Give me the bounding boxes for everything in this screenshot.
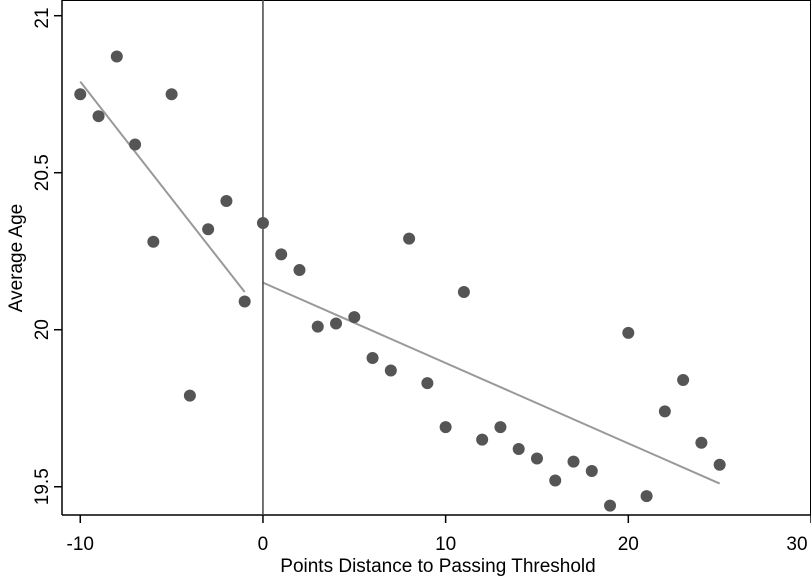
y-tick-label: 19.5	[32, 468, 53, 505]
data-point	[604, 499, 617, 512]
data-point	[129, 138, 142, 151]
fit-line-1	[79, 81, 246, 293]
data-point	[202, 223, 215, 236]
data-point	[275, 248, 288, 261]
data-point	[330, 317, 343, 330]
data-point	[256, 216, 269, 229]
data-point	[147, 235, 160, 248]
data-point	[293, 264, 306, 277]
data-point	[403, 232, 416, 245]
data-point	[165, 88, 178, 101]
data-point	[220, 194, 233, 207]
x-tick-label: 10	[435, 534, 456, 555]
data-point	[658, 405, 671, 418]
data-point	[567, 455, 580, 468]
data-point	[549, 474, 562, 487]
data-point	[530, 452, 543, 465]
data-point	[457, 286, 470, 299]
y-tick-label: 20	[32, 319, 53, 340]
data-point	[494, 421, 507, 434]
data-point	[384, 364, 397, 377]
y-tick-label: 20.5	[32, 154, 53, 191]
data-point	[512, 443, 525, 456]
data-point	[238, 295, 251, 308]
y-axis-label: Average Age	[6, 204, 27, 312]
fit-line-2	[262, 281, 721, 485]
data-point	[74, 88, 87, 101]
data-point	[640, 490, 653, 503]
x-tick-label: 0	[258, 534, 269, 555]
x-axis-ticks: -10 0 10 20 30	[67, 515, 811, 555]
x-axis-label: Points Distance to Passing Threshold	[280, 556, 595, 577]
x-tick-label: 20	[618, 534, 639, 555]
data-point	[439, 421, 452, 434]
data-point	[622, 326, 635, 339]
data-point	[476, 433, 489, 446]
data-point	[311, 320, 324, 333]
y-tick-label: 21	[32, 7, 53, 28]
fit-lines	[79, 81, 721, 485]
data-point	[695, 436, 708, 449]
data-point	[713, 458, 726, 471]
x-tick-label: -10	[67, 534, 94, 555]
data-point	[366, 351, 379, 364]
data-point	[421, 377, 434, 390]
data-point	[585, 465, 598, 478]
y-axis-ticks: 19.5 20 20.5 21	[32, 7, 62, 505]
data-point	[183, 389, 196, 402]
data-point	[92, 110, 105, 123]
x-tick-label: 30	[786, 534, 807, 555]
data-point	[677, 373, 690, 386]
data-point	[110, 50, 123, 63]
data-points	[74, 50, 726, 512]
data-point	[348, 311, 361, 324]
